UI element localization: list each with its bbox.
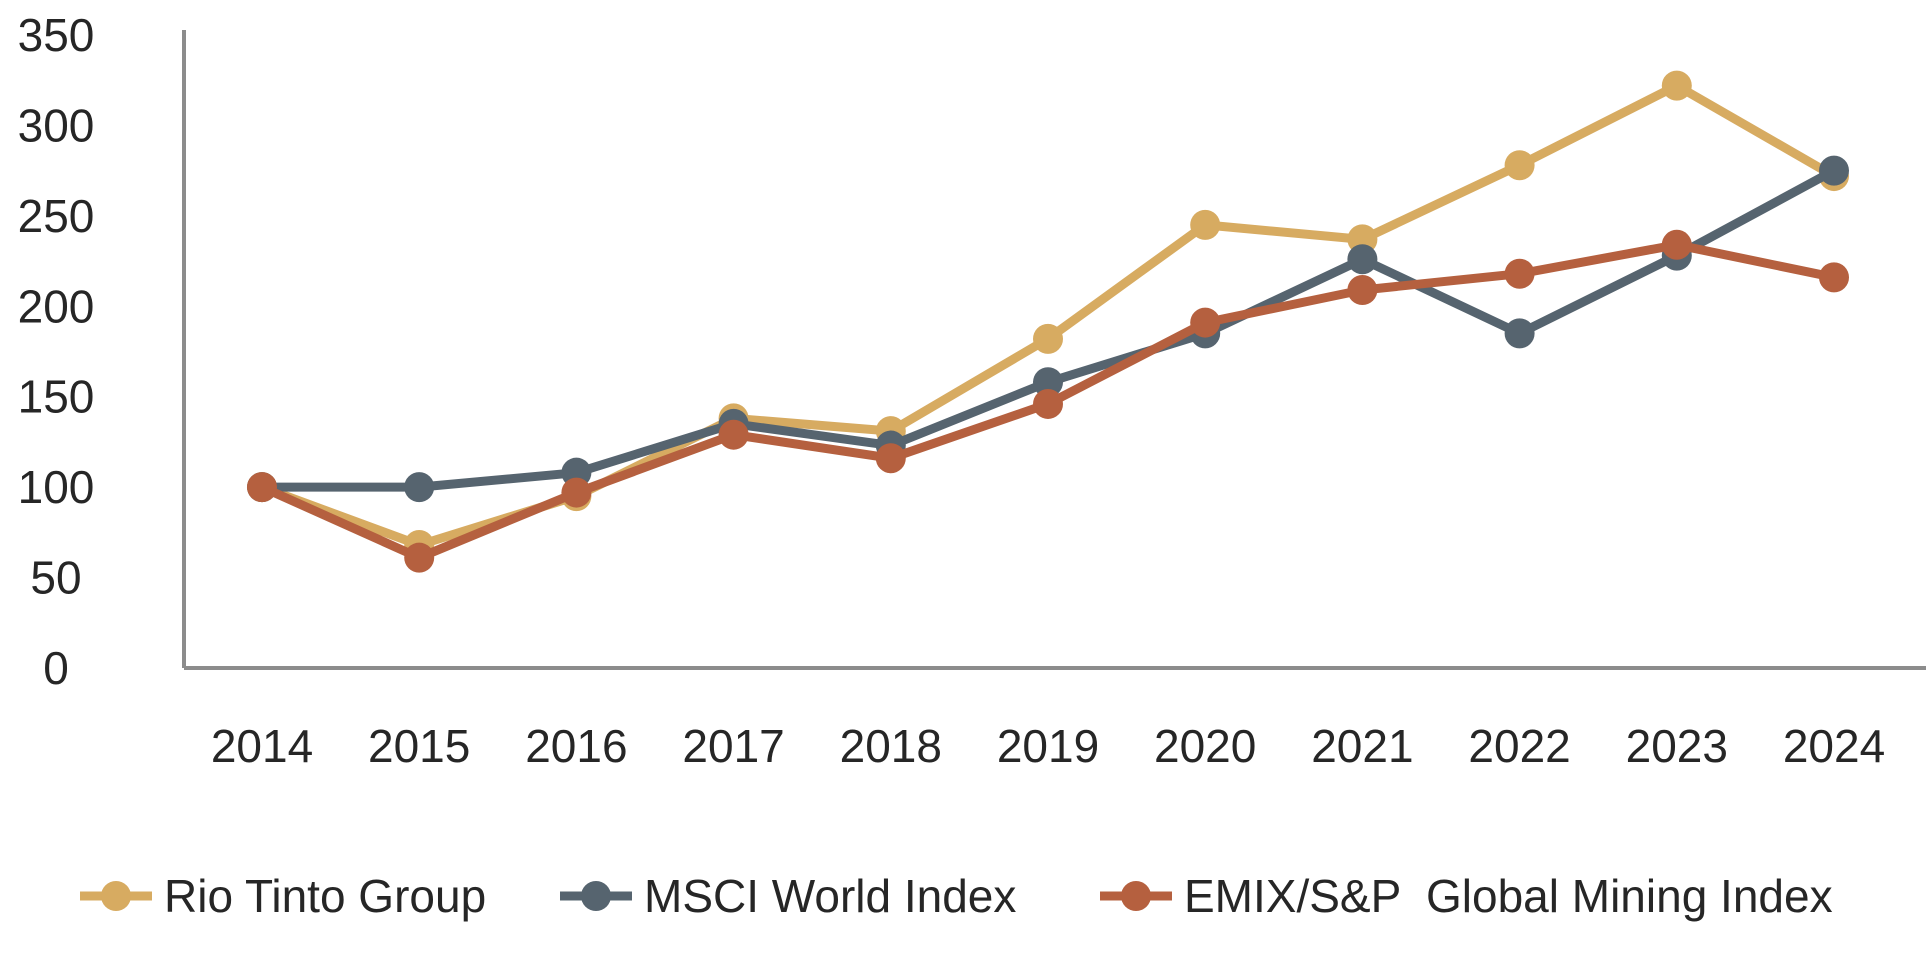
x-tick-label: 2022 — [1468, 720, 1570, 772]
y-tick-label: 200 — [18, 280, 95, 332]
x-tick-label: 2020 — [1154, 720, 1256, 772]
legend-item: Rio Tinto Group — [80, 870, 486, 922]
legend: Rio Tinto Group MSCI World Index EMIX/S&P … — [80, 870, 1833, 922]
data-point — [1504, 150, 1535, 181]
data-point — [718, 419, 749, 450]
x-axis-tick-labels: 2014 2015 2016 2017 2018 2019 2020 2021 2022 2023… — [211, 720, 1885, 772]
x-tick-label: 2024 — [1783, 720, 1885, 772]
legend-label: EMIX/S&P Global Mining Index — [1184, 870, 1833, 922]
y-tick-label: 350 — [18, 9, 95, 61]
data-point — [875, 443, 906, 474]
data-point — [561, 477, 592, 508]
data-point — [1190, 209, 1221, 240]
data-point — [1819, 155, 1849, 186]
x-tick-label: 2021 — [1311, 720, 1413, 772]
x-tick-label: 2023 — [1626, 720, 1728, 772]
legend-item: EMIX/S&P Global Mining Index — [1100, 870, 1833, 922]
x-tick-label: 2014 — [211, 720, 313, 772]
y-tick-label: 250 — [18, 190, 95, 242]
data-point — [1504, 258, 1535, 289]
legend-label: Rio Tinto Group — [164, 870, 486, 922]
data-point — [1347, 275, 1378, 306]
data-point — [1661, 70, 1692, 101]
y-axis-tick-labels: 0 50 100 150 200 250 300 350 — [18, 9, 95, 694]
legend-dot-marker — [581, 881, 611, 911]
data-point — [1033, 323, 1063, 354]
series-1 — [247, 70, 1849, 561]
x-tick-label: 2016 — [525, 720, 627, 772]
y-tick-label: 0 — [43, 642, 69, 694]
data-point — [1504, 318, 1535, 349]
data-point — [1033, 388, 1063, 419]
legend-label: MSCI World Index — [644, 870, 1016, 922]
x-tick-label: 2015 — [368, 720, 470, 772]
y-tick-label: 150 — [18, 371, 95, 423]
series-3 — [247, 229, 1849, 573]
data-point — [1819, 262, 1849, 293]
x-tick-label: 2017 — [682, 720, 784, 772]
legend-item: MSCI World Index — [560, 870, 1016, 922]
legend-dot-marker — [101, 881, 131, 911]
data-point — [404, 542, 435, 573]
legend-dot-marker — [1121, 881, 1151, 911]
y-tick-label: 300 — [18, 99, 95, 151]
y-tick-label: 100 — [18, 461, 95, 513]
data-point — [1661, 229, 1692, 260]
y-tick-label: 50 — [30, 552, 81, 604]
x-tick-label: 2019 — [997, 720, 1099, 772]
series-group — [247, 70, 1849, 573]
data-point — [1347, 244, 1378, 275]
x-tick-label: 2018 — [840, 720, 942, 772]
axes — [182, 30, 1926, 670]
data-point — [1190, 307, 1221, 338]
data-point — [247, 472, 277, 503]
data-point — [404, 472, 435, 503]
data-point — [1033, 367, 1063, 398]
